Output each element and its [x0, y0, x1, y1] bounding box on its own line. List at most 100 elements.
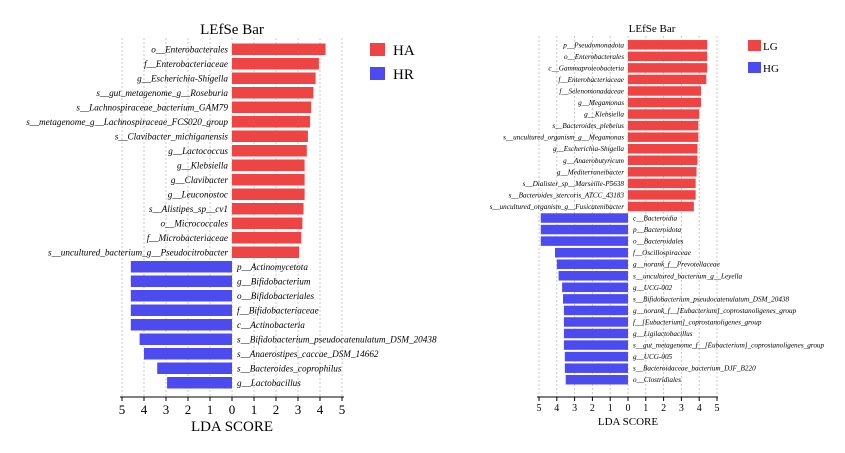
- bar-label: g__Mediterraneibacter: [557, 168, 624, 176]
- legend-label-hr: HR: [393, 67, 414, 83]
- tick-label: 5: [119, 402, 126, 417]
- bar-label: o__Clostridiales: [633, 376, 681, 384]
- bar-hg: [563, 328, 628, 339]
- tick-label: 5: [339, 402, 346, 417]
- bar-lg: [628, 155, 698, 166]
- tick-label: 2: [273, 402, 280, 417]
- bar-label: g__Leuconostoc: [168, 189, 228, 199]
- bar-label: s__uncultured_organism_g__Fusicatenibact…: [490, 203, 625, 211]
- bar-label: f__Bifidobacteriaceae: [237, 305, 319, 315]
- bar-label: g__Escherichia-Shigella: [137, 73, 228, 83]
- bar-ha: [232, 232, 302, 244]
- chart-right: LEfSe Bar p__Pseudomonadota o__Enterobact…: [490, 23, 825, 428]
- bar-label: g__norank_f__Prevotellaceae: [633, 261, 721, 269]
- bar-hr: [130, 261, 232, 273]
- bar-lg: [628, 63, 708, 73]
- bar-hg: [562, 282, 628, 293]
- bar-label: s__Bacteroides_plebeius: [552, 122, 624, 130]
- legend-swatch-lg: [748, 40, 761, 51]
- bar-ha: [232, 116, 311, 128]
- tick-label: 4: [697, 403, 702, 414]
- bar-label: c__Actinobacteria: [237, 320, 305, 330]
- tick-label: 2: [590, 403, 595, 414]
- bar-label: f__Enterobacteriaceae: [144, 59, 228, 69]
- chart-right-legend: LG HG: [748, 40, 779, 75]
- bar-hg: [563, 294, 628, 304]
- bar-label: g__norank_f__[Eubacterium]_coprostanolig…: [633, 307, 797, 315]
- bar-lg: [628, 74, 707, 85]
- bar-hg: [564, 351, 628, 362]
- tick-label: 4: [317, 402, 324, 417]
- chart-left: LEfSe Bar o__Enterobacterales f__Enteroba…: [26, 22, 437, 435]
- bar-label: f__[Eubacterium]_coprostanoligenes_group: [633, 318, 762, 326]
- bar-lg: [628, 178, 696, 189]
- bar-ha: [232, 58, 319, 70]
- bar-label: s__Dialister_sp__Marseille-P5638: [523, 180, 625, 188]
- bar-label: g__Ligilactobacillus: [633, 330, 693, 338]
- bar-hg: [564, 363, 628, 373]
- bar-label: o__Micrococcales: [160, 218, 228, 228]
- bar-label: f__Oscillospiraceae: [633, 249, 692, 257]
- bar-ha: [232, 72, 316, 84]
- bar-label: p__Pseudomonadota: [562, 41, 624, 49]
- bar-label: g__Lactobacillus: [237, 378, 301, 388]
- tick-label: 3: [163, 402, 170, 417]
- bar-hg: [540, 213, 628, 223]
- bar-label: o__Bacteroidales: [633, 238, 684, 246]
- bar-hg: [563, 317, 628, 327]
- bar-label: p__Bacteroidota: [632, 226, 681, 234]
- bar-hr: [139, 333, 232, 345]
- bar-label: c__Bacteroidia: [633, 215, 677, 223]
- bar-label: o__Bifidobacteriales: [237, 291, 314, 301]
- tick-label: 0: [626, 403, 631, 414]
- bar-label: s__metagenome_g__Lachnospiraceae_FCS020_…: [26, 117, 228, 127]
- tick-label: 4: [141, 402, 148, 417]
- bar-label: g__Megamonas: [578, 99, 624, 107]
- bar-label: s__Bifidobacterium_pseudocatenulatum_DSM…: [633, 295, 790, 303]
- bar-lg: [628, 190, 696, 200]
- bar-label: s__uncultured_bacterium_g__Pseudocitroba…: [48, 247, 228, 257]
- bar-ha: [232, 130, 308, 142]
- tick-label: 1: [207, 402, 214, 417]
- chart-right-ticks: 5 4 3 2 1 0 1 2 3 4 5: [537, 397, 720, 414]
- bar-ha: [232, 87, 314, 99]
- bar-hr: [157, 362, 232, 374]
- bar-hg: [556, 259, 628, 269]
- bar-label: g__Klebsiella: [584, 111, 624, 119]
- chart-left-title: LEfSe Bar: [200, 22, 264, 38]
- bar-hr: [144, 348, 232, 360]
- bar-ha: [232, 203, 304, 215]
- bar-label: f__Microbacteriaceae: [147, 233, 228, 243]
- bar-hg: [558, 271, 628, 281]
- chart-left-legend: HA HR: [370, 43, 415, 83]
- bar-label: f__Enterobacteriaceae: [558, 76, 624, 84]
- bar-label: s__Bacteroides_coprophilus: [237, 363, 342, 373]
- bar-lg: [628, 109, 700, 119]
- legend-label-ha: HA: [393, 43, 415, 59]
- legend-label-hg: HG: [763, 63, 779, 75]
- bar-label: s__gut_metagenome_g__Roseburia: [96, 88, 228, 98]
- bar-label: s__Bifidobacterium_pseudocatenulatum_DSM…: [237, 334, 437, 344]
- bar-lg: [628, 51, 708, 62]
- bar-ha: [232, 145, 307, 157]
- tick-label: 3: [295, 402, 302, 417]
- bar-hr: [130, 304, 232, 316]
- legend-label-lg: LG: [763, 41, 778, 53]
- bar-ha: [232, 188, 305, 200]
- bar-label: p__Actinomycetota: [236, 262, 308, 272]
- bar-hr: [130, 275, 232, 287]
- bar-lg: [628, 120, 699, 131]
- bar-label: g__Escherichia-Shigella: [553, 145, 624, 153]
- bar-ha: [232, 159, 305, 171]
- tick-label: 0: [229, 402, 236, 417]
- bar-lg: [628, 97, 701, 108]
- bar-lg: [628, 143, 698, 154]
- bar-label: o__Enterobacterales: [151, 44, 228, 54]
- tick-label: 1: [608, 403, 613, 414]
- tick-label: 5: [537, 403, 542, 414]
- bar-ha: [232, 217, 303, 229]
- bar-label: g__Clavibacter: [171, 175, 229, 185]
- chart-left-bars: o__Enterobacterales f__Enterobacteriaceae…: [26, 43, 437, 389]
- bar-label: s__Bacteroidaceae_bacterium_DJF_B220: [633, 365, 756, 373]
